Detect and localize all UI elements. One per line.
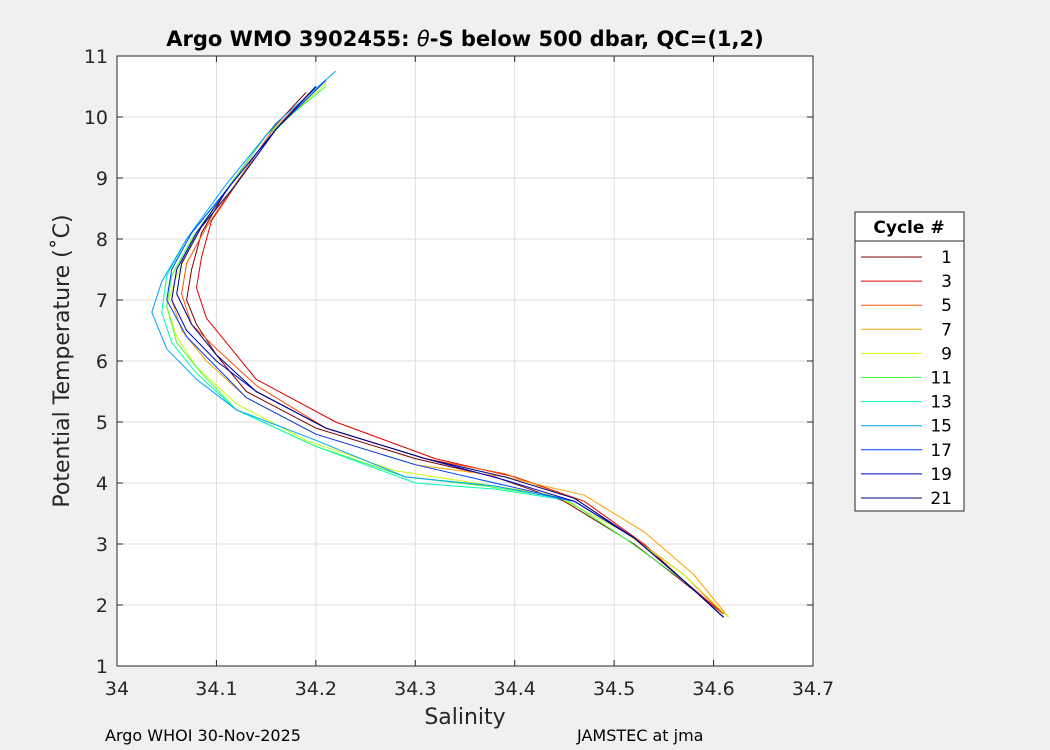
y-axis: 1 2 3 4 5 6 7 8 9 10 11 [84, 46, 813, 678]
x-axis-label: Salinity [424, 705, 505, 730]
title-suffix: -S below 500 dbar, QC=(1,2) [430, 27, 764, 51]
legend-title: Cycle # [873, 218, 944, 238]
y-tick-label: 7 [96, 290, 108, 312]
title-theta-symbol: θ [417, 27, 430, 51]
title-prefix: Argo WMO 3902455: [166, 27, 417, 51]
legend-entry-label: 11 [930, 369, 952, 389]
legend-entry-label: 5 [941, 296, 952, 316]
y-tick-label: 6 [96, 351, 108, 373]
y-tick-label: 1 [96, 656, 108, 678]
legend-entry-label: 21 [930, 489, 952, 509]
x-tick-label: 34.3 [394, 678, 436, 700]
footer-left: Argo WHOI 30-Nov-2025 [105, 726, 301, 745]
legend-entry-label: 3 [941, 272, 952, 292]
series-line-cycle-3 [196, 80, 724, 615]
y-tick-label: 9 [96, 168, 108, 190]
x-axis: 34 34.1 34.2 34.3 34.4 34.5 34.6 34.7 [105, 56, 834, 700]
legend-entry-label: 1 [941, 248, 952, 268]
legend-box [854, 211, 965, 512]
series-line-cycle-21 [176, 86, 724, 618]
x-tick-label: 34.5 [593, 678, 635, 700]
x-tick-label: 34.2 [295, 678, 337, 700]
chart-title: Argo WMO 3902455: θ-S below 500 dbar, QC… [166, 27, 763, 51]
footer-right: JAMSTEC at jma [576, 726, 703, 745]
y-tick-label: 2 [96, 595, 108, 617]
legend-entry-label: 9 [941, 344, 952, 364]
y-tick-label: 8 [96, 229, 108, 251]
data-series [151, 70, 729, 618]
x-tick-label: 34.7 [792, 678, 834, 700]
y-tick-label: 11 [84, 46, 108, 68]
legend-entry-label: 13 [930, 393, 952, 413]
legend-entry-label: 19 [930, 465, 952, 485]
legend-entry-label: 7 [941, 320, 952, 340]
legend-entry-label: 17 [930, 441, 952, 461]
x-tick-label: 34.1 [195, 678, 237, 700]
x-tick-label: 34 [105, 678, 129, 700]
y-tick-label: 5 [96, 412, 108, 434]
y-tick-label: 3 [96, 534, 108, 556]
x-tick-label: 34.4 [494, 678, 536, 700]
legend-entry-label: 15 [930, 417, 952, 437]
y-tick-label: 4 [96, 473, 108, 495]
y-axis-label: Potential Temperature (˚C) [50, 214, 75, 507]
y-tick-label: 10 [84, 107, 108, 129]
x-tick-label: 34.6 [692, 678, 734, 700]
series-line-cycle-19 [171, 86, 724, 618]
